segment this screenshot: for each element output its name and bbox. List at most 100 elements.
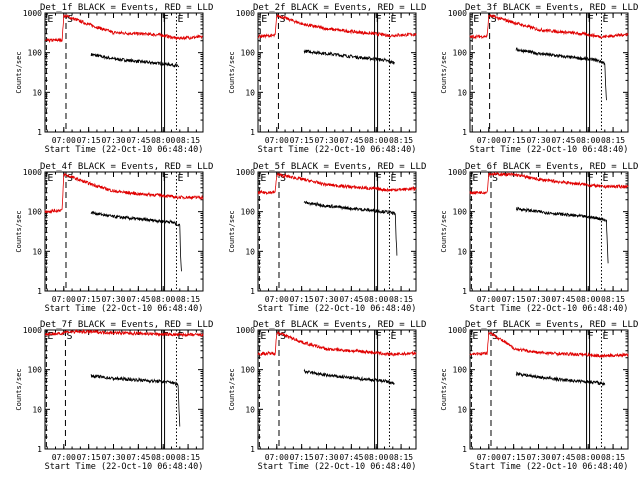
detector-panel-4: Det_4f BLACK = Events, RED = LLD 1 10 100 10… (15, 162, 213, 314)
marker-label: E (261, 14, 267, 25)
x-tick-label: 08:15 (389, 295, 413, 304)
x-axis-label: Start Time (22-Oct-10 06:48:40) (258, 145, 417, 155)
x-tick-label: 08:15 (389, 453, 413, 462)
x-tick-label: 07:15 (502, 453, 526, 462)
plot-frame (44, 171, 204, 292)
marker-label: S (491, 14, 497, 25)
x-tick-label: 07:00 (477, 295, 501, 304)
y-tick-label: 1000 (448, 326, 467, 335)
x-tick-label: 07:30 (314, 453, 338, 462)
x-tick-label: 07:45 (126, 453, 150, 462)
marker-label: E (47, 331, 53, 342)
lld-trace (44, 328, 204, 338)
plot-frame (469, 12, 629, 133)
x-axis-label: Start Time (22-Oct-10 06:48:40) (258, 462, 417, 472)
marker-label: E (390, 173, 396, 184)
panel-title: Det_7f BLACK = Events, RED = LLD (40, 320, 213, 330)
x-axis-label: Start Time (22-Oct-10 06:48:40) (45, 304, 204, 314)
marker-label: F (163, 173, 169, 184)
plot-frame (257, 329, 417, 450)
x-tick-label: 07:30 (101, 136, 125, 145)
x-tick-label: 07:00 (52, 136, 76, 145)
y-tick-label: 1 (37, 287, 42, 296)
marker-label: E (390, 331, 396, 342)
y-tick-label: 10 (32, 405, 42, 414)
x-axis-label: Start Time (22-Oct-10 06:48:40) (258, 304, 417, 314)
y-tick-label: 1000 (23, 9, 42, 18)
y-axis-label: Counts/sec (228, 51, 236, 93)
plot-frame (44, 329, 204, 450)
x-tick-label: 08:15 (176, 453, 200, 462)
marker-label: E (602, 14, 608, 25)
x-tick-label: 07:15 (290, 136, 314, 145)
marker-label: S (492, 173, 498, 184)
x-tick-label: 08:00 (151, 453, 175, 462)
detector-panel-6: Det_6f BLACK = Events, RED = LLD 1 10 100 10… (440, 162, 638, 314)
x-tick-label: 07:45 (126, 295, 150, 304)
x-tick-label: 07:00 (52, 453, 76, 462)
events-trace (90, 374, 181, 427)
x-tick-label: 07:00 (52, 295, 76, 304)
y-axis-label: Counts/sec (15, 51, 23, 93)
y-tick-label: 1000 (23, 326, 42, 335)
lld-trace (469, 331, 629, 359)
x-tick-label: 08:15 (601, 136, 625, 145)
y-tick-label: 100 (28, 366, 43, 375)
x-axis-label: Start Time (22-Oct-10 06:48:40) (45, 462, 204, 472)
y-tick-label: 1000 (448, 9, 467, 18)
lld-trace (44, 172, 204, 214)
y-tick-label: 1000 (236, 326, 255, 335)
events-trace (303, 200, 398, 256)
x-tick-label: 08:15 (601, 453, 625, 462)
x-tick-label: 07:15 (290, 453, 314, 462)
marker-label: E (47, 14, 53, 25)
x-tick-label: 07:15 (290, 295, 314, 304)
y-tick-label: 1 (37, 445, 42, 454)
x-tick-label: 08:00 (576, 295, 600, 304)
y-tick-label: 1 (462, 128, 467, 137)
events-trace (515, 47, 607, 101)
marker-label: E (177, 14, 183, 25)
y-axis-label: Counts/sec (228, 368, 236, 410)
y-tick-label: 100 (241, 49, 256, 58)
x-tick-label: 07:45 (339, 453, 363, 462)
x-tick-label: 08:15 (176, 295, 200, 304)
events-trace (515, 371, 606, 387)
x-tick-label: 08:00 (364, 453, 388, 462)
x-tick-label: 07:30 (526, 136, 550, 145)
x-tick-label: 08:15 (176, 136, 200, 145)
lld-trace (257, 172, 417, 196)
y-tick-label: 100 (453, 366, 468, 375)
x-tick-label: 08:00 (151, 136, 175, 145)
events-trace (90, 210, 182, 272)
detector-panel-5: Det_5f BLACK = Events, RED = LLD 1 10 100 10… (228, 162, 426, 314)
y-axis-label: Counts/sec (15, 368, 23, 410)
events-trace (303, 48, 395, 65)
marker-label: S (67, 173, 73, 184)
lld-trace (257, 330, 417, 357)
x-tick-label: 07:45 (339, 295, 363, 304)
marker-label: S (280, 173, 286, 184)
marker-label: E (602, 331, 608, 342)
marker-label: E (177, 173, 183, 184)
y-tick-label: 100 (241, 366, 256, 375)
x-axis-label: Start Time (22-Oct-10 06:48:40) (45, 145, 204, 155)
y-tick-label: 10 (32, 247, 42, 256)
x-tick-label: 07:45 (551, 453, 575, 462)
x-tick-label: 08:00 (364, 295, 388, 304)
x-tick-label: 07:45 (126, 136, 150, 145)
marker-label: E (602, 173, 608, 184)
y-tick-label: 10 (245, 405, 255, 414)
y-axis-label: Counts/sec (15, 210, 23, 252)
plot-frame (469, 329, 629, 450)
detector-panel-1: Det_1f BLACK = Events, RED = LLD 1 10 100 10… (15, 3, 213, 155)
y-tick-label: 10 (457, 247, 467, 256)
panel-title: Det_2f BLACK = Events, RED = LLD (253, 3, 426, 13)
x-tick-label: 07:00 (477, 136, 501, 145)
marker-label: E (47, 173, 53, 184)
x-tick-label: 08:00 (576, 136, 600, 145)
marker-label: S (279, 14, 285, 25)
marker-label: E (472, 173, 478, 184)
detector-panel-2: Det_2f BLACK = Events, RED = LLD 1 10 100 10… (228, 3, 426, 155)
